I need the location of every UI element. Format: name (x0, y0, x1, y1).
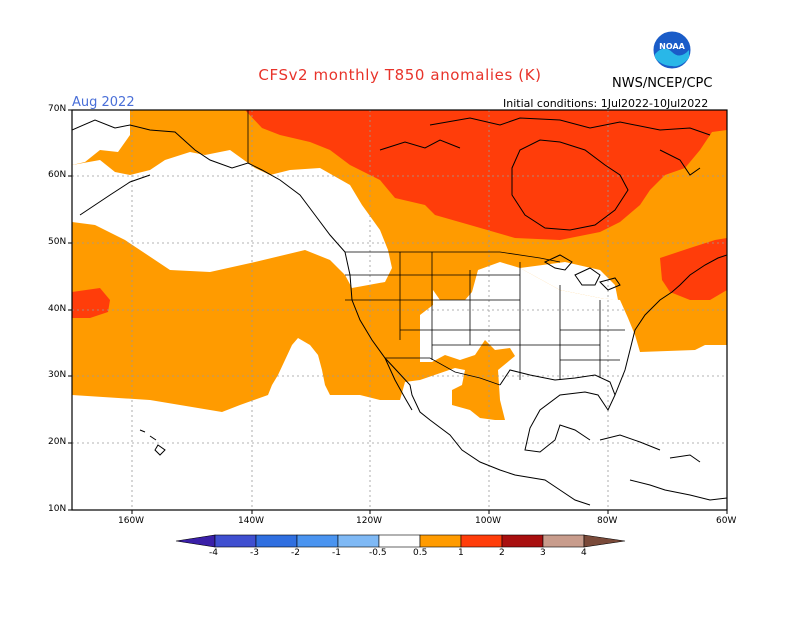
lon-label-100w: 100W (475, 516, 502, 526)
colorbar-label: 3 (540, 548, 546, 558)
colorbar-label: -3 (250, 548, 259, 558)
colorbar-label: -4 (209, 548, 218, 558)
lat-label-10n: 10N (48, 504, 67, 514)
lon-label-160w: 160W (118, 516, 145, 526)
colorbar-label: 2 (499, 548, 505, 558)
logo-text: NOAA (659, 42, 685, 51)
colorbar-label: -0.5 (369, 548, 387, 558)
page-title: CFSv2 monthly T850 anomalies (K) (258, 66, 542, 84)
colorbar (175, 534, 626, 548)
political-borders (247, 110, 625, 386)
colorbar-label: 1 (458, 548, 464, 558)
colorbar-label: -2 (291, 548, 300, 558)
axis-ticks (68, 109, 728, 514)
lon-label-120w: 120W (356, 516, 383, 526)
lat-label-50n: 50N (48, 237, 67, 247)
lon-label-60w: 60W (716, 516, 737, 526)
lat-label-30n: 30N (48, 370, 67, 380)
colorbar-label: -1 (332, 548, 341, 558)
colorbar-label: 0.5 (413, 548, 428, 558)
noaa-logo: NOAA (652, 30, 692, 70)
coastlines (72, 117, 727, 506)
lat-label-70n: 70N (48, 104, 67, 114)
lon-label-140w: 140W (238, 516, 265, 526)
agency-label: NWS/NCEP/CPC (612, 76, 713, 91)
lat-label-40n: 40N (48, 304, 67, 314)
forecast-period: Aug 2022 (72, 95, 135, 110)
anomaly-region-1-2 (245, 110, 727, 240)
lat-label-60n: 60N (48, 170, 67, 180)
colorbar-label: 4 (581, 548, 587, 558)
lat-label-20n: 20N (48, 437, 67, 447)
graticule (72, 110, 727, 510)
lon-label-80w: 80W (597, 516, 618, 526)
initial-conditions: Initial conditions: 1Jul2022-10Jul2022 (503, 97, 709, 110)
